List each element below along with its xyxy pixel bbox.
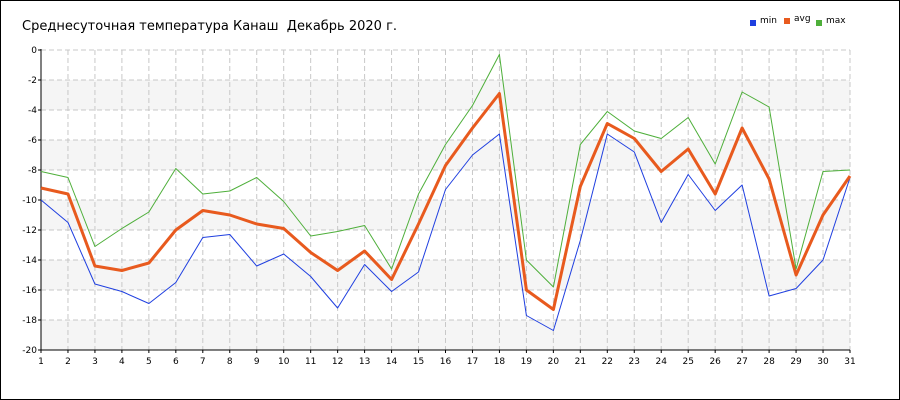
- legend-swatch-avg: [784, 18, 790, 24]
- x-tick-label: 17: [467, 357, 478, 367]
- x-tick-label: 9: [254, 357, 260, 367]
- x-tick-label: 16: [440, 357, 452, 367]
- x-tick-label: 30: [817, 357, 829, 367]
- x-tick-label: 22: [602, 357, 613, 367]
- x-tick-label: 20: [548, 357, 560, 367]
- legend-label-avg: avg: [794, 14, 811, 24]
- x-tick-label: 12: [332, 357, 343, 367]
- x-tick-label: 15: [413, 357, 424, 367]
- y-tick-label: -10: [22, 196, 37, 206]
- x-tick-label: 25: [682, 357, 693, 367]
- x-tick-label: 8: [227, 357, 233, 367]
- x-tick-label: 7: [200, 357, 206, 367]
- y-tick-label: -14: [22, 256, 37, 266]
- legend-swatch-min: [750, 20, 756, 26]
- x-tick-label: 29: [790, 357, 802, 367]
- legend-label-min: min: [760, 16, 777, 26]
- x-tick-label: 10: [278, 357, 290, 367]
- series-line-max: [40, 54, 851, 288]
- x-tick-label: 18: [494, 357, 506, 367]
- legend-label-max: max: [826, 16, 846, 26]
- y-tick-label: -4: [28, 106, 37, 116]
- x-tick-label: 5: [146, 357, 152, 367]
- x-tick-label: 11: [305, 357, 316, 367]
- y-tick-label: -8: [28, 166, 37, 176]
- x-tick-label: 19: [521, 357, 533, 367]
- x-tick-label: 31: [844, 357, 855, 367]
- x-tick-label: 28: [763, 357, 775, 367]
- y-tick-label: -2: [28, 76, 37, 86]
- legend-swatch-max: [816, 20, 822, 26]
- x-tick-label: 3: [92, 357, 98, 367]
- x-tick-label: 23: [629, 357, 640, 367]
- y-tick-label: -18: [22, 316, 37, 326]
- x-tick-label: 27: [736, 357, 747, 367]
- x-tick-label: 2: [65, 357, 71, 367]
- y-tick-label: 0: [31, 46, 37, 56]
- x-tick-label: 6: [173, 357, 179, 367]
- y-tick-label: -12: [22, 226, 37, 236]
- y-tick-label: -16: [22, 286, 37, 296]
- series-line-min: [40, 133, 851, 331]
- x-tick-label: 13: [359, 357, 370, 367]
- x-tick-label: 21: [575, 357, 586, 367]
- x-tick-label: 1: [38, 357, 44, 367]
- series-line-avg: [40, 92, 852, 311]
- y-tick-label: -6: [28, 136, 37, 146]
- x-tick-label: 24: [656, 357, 668, 367]
- y-tick-label: -20: [22, 346, 37, 356]
- x-tick-label: 26: [709, 357, 721, 367]
- chart-title: Среднесуточная температура Канаш Декабрь…: [22, 19, 398, 34]
- x-tick-label: 4: [119, 357, 125, 367]
- x-tick-label: 14: [386, 357, 398, 367]
